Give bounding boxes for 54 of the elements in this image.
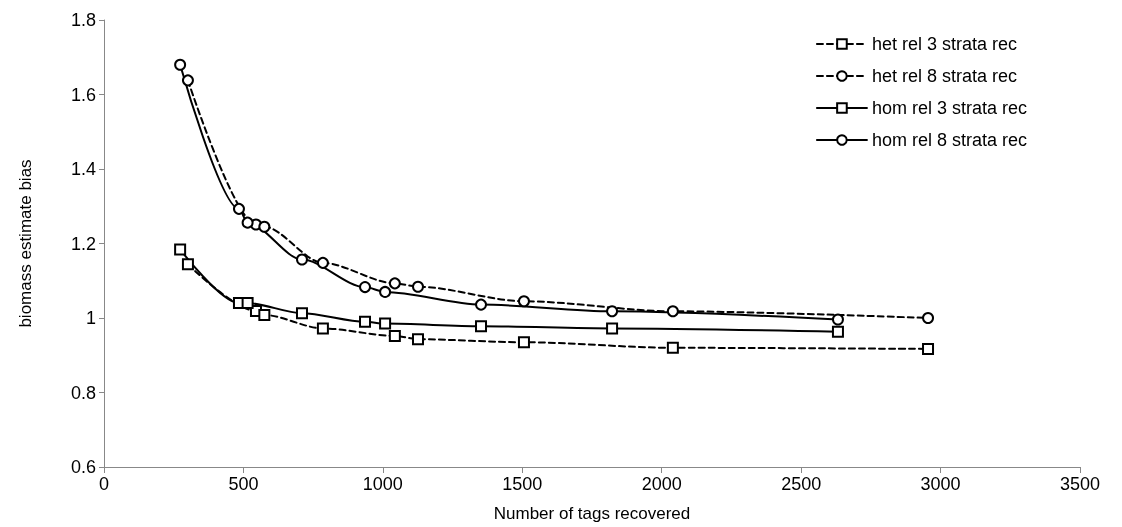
point [517, 295, 530, 308]
point [359, 315, 372, 328]
x-tick-label: 2500 [781, 474, 822, 494]
legend-label: het rel 8 strata rec [871, 66, 1018, 86]
point [412, 280, 424, 293]
x-tick-label: 500 [228, 474, 259, 494]
point [379, 317, 392, 330]
y-tick-label: 0.6 [70, 457, 96, 477]
y-tick-label: 1.4 [70, 159, 96, 179]
point [831, 313, 844, 326]
point [181, 258, 194, 271]
point [359, 281, 372, 294]
legend-label: hom rel 3 strata rec [871, 98, 1028, 118]
legend-label: het rel 3 strata rec [871, 34, 1018, 54]
point [232, 202, 245, 215]
point [258, 220, 271, 233]
point [241, 297, 254, 310]
point [174, 243, 187, 256]
point [411, 333, 424, 346]
point [258, 309, 271, 322]
point [517, 336, 530, 349]
point [181, 74, 194, 87]
point [296, 253, 308, 266]
point [388, 329, 401, 342]
point [379, 285, 392, 298]
x-tick-label: 2000 [641, 474, 682, 494]
y-tick-label: 1.8 [70, 10, 96, 30]
point [666, 341, 679, 354]
point [922, 312, 935, 324]
x-tick-label: 1000 [362, 474, 403, 494]
legend-label: hom rel 8 strata rec [871, 130, 1028, 150]
y-tick-label: 1 [85, 308, 96, 328]
y-tick-label: 1.6 [70, 84, 96, 105]
point [475, 320, 488, 333]
x-axis-title: Number of tags recovered [493, 504, 691, 523]
y-axis-title: biomass estimate bias [16, 159, 35, 328]
y-tick-label: 0.8 [70, 382, 96, 403]
x-tick-label: 1500 [502, 474, 543, 494]
point [316, 322, 329, 335]
point [666, 305, 679, 318]
y-tick-label: 1.2 [70, 233, 96, 254]
point [475, 298, 488, 311]
point [295, 307, 308, 320]
point [606, 305, 619, 318]
point [316, 256, 329, 269]
point [831, 325, 844, 338]
point [388, 277, 401, 290]
point [174, 58, 187, 71]
x-tick-label: 0 [98, 474, 110, 494]
point [606, 322, 619, 335]
x-tick-label: 3000 [920, 474, 961, 494]
point [922, 342, 935, 355]
point [241, 216, 254, 229]
x-tick-label: 3500 [1059, 474, 1101, 494]
